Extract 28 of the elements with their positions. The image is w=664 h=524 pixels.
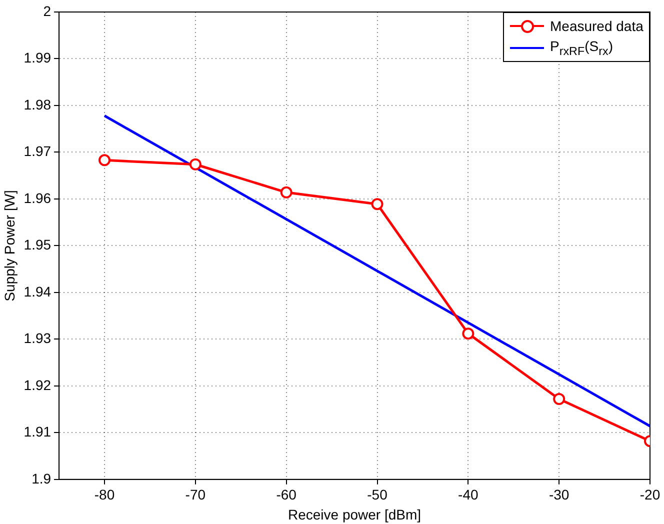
x-tick-label: -20 [640, 486, 660, 503]
y-tick-label: 1.98 [24, 96, 52, 112]
point [280, 186, 292, 198]
y-tick-label: 1.97 [24, 143, 52, 160]
x-axis-title: Receive power [dBm] [288, 506, 422, 522]
y-tick-label: 1.92 [24, 376, 52, 393]
y-tick-label: 2 [43, 2, 52, 19]
point [189, 158, 202, 170]
x-tick-label: -40 [458, 486, 478, 503]
x-tick-label: -30 [548, 486, 570, 503]
x-tick-label: -60 [276, 486, 297, 503]
y-tick-label: 1.99 [24, 50, 52, 66]
x-tick-label: -70 [185, 486, 206, 503]
y-tick-label: 1.94 [24, 283, 52, 300]
point [98, 154, 111, 166]
y-tick-label: 1.93 [24, 330, 52, 346]
legend-label: Measured data [550, 18, 644, 34]
y-tick-label: 1.91 [24, 424, 52, 440]
y-tick-label: 1.95 [24, 236, 52, 253]
point [553, 393, 566, 406]
x-tick-label: -50 [367, 486, 388, 503]
point [462, 328, 474, 340]
y-axis-title: Supply Power [W] [1, 190, 18, 302]
legend-label: P$_{rxRF}$(S$_{rx}$) [550, 38, 613, 58]
x-tick-label: -80 [94, 486, 115, 503]
y-tick-label: 1.96 [24, 190, 52, 206]
y-tick-label: 1.9 [32, 470, 52, 486]
point [371, 198, 384, 210]
